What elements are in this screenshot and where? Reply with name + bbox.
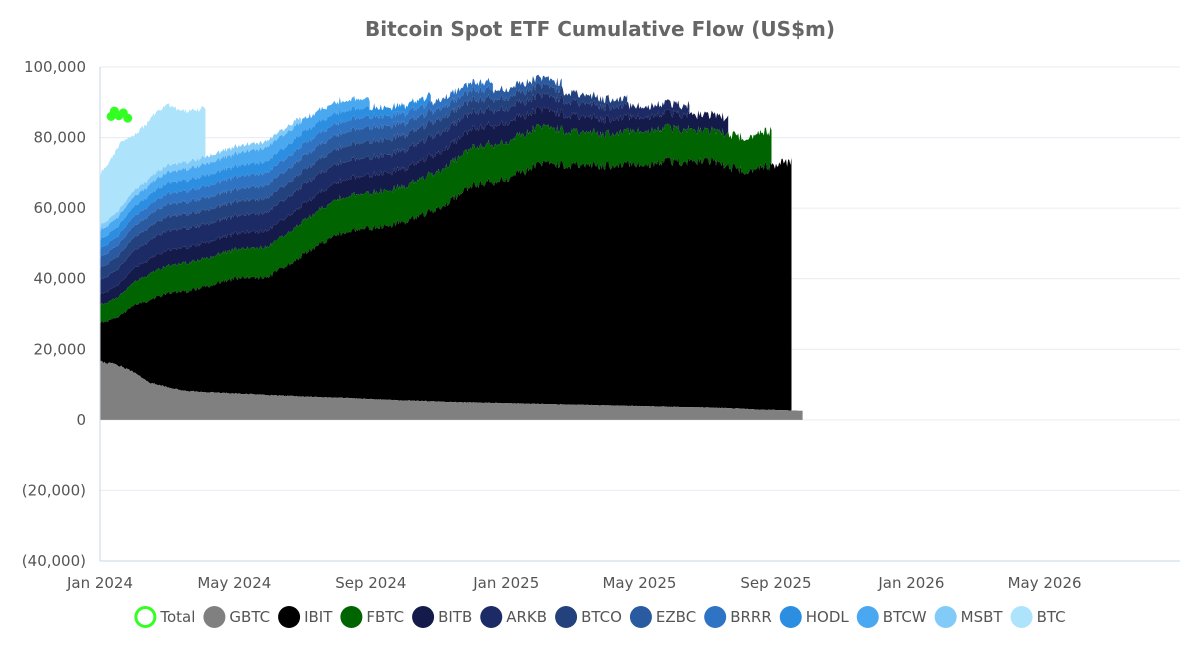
legend-label: FBTC <box>366 608 404 626</box>
legend-label: BRRR <box>730 608 772 626</box>
legend-marker <box>412 606 435 628</box>
x-tick-label: May 2024 <box>197 574 271 592</box>
legend-marker <box>278 606 301 628</box>
legend-item-total[interactable]: Total <box>134 606 196 628</box>
y-tick-label: 40,000 <box>34 270 87 288</box>
legend-item-btcw[interactable]: BTCW <box>856 606 927 628</box>
legend-item-fbtc[interactable]: FBTC <box>340 606 404 628</box>
legend-marker <box>555 606 578 628</box>
area-ezbc <box>100 74 562 270</box>
x-tick-label: Sep 2025 <box>740 574 811 592</box>
legend-marker <box>340 606 363 628</box>
legend-item-brrr[interactable]: BRRR <box>704 606 772 628</box>
area-arkb <box>100 92 690 297</box>
area-gbtc <box>100 360 803 420</box>
legend-item-bitb[interactable]: BITB <box>412 606 472 628</box>
legend-label: GBTC <box>229 608 270 626</box>
legend-marker <box>629 606 652 628</box>
legend-label: BTCW <box>883 608 927 626</box>
x-tick-label: Jan 2025 <box>472 574 539 592</box>
legend-item-hodl[interactable]: HODL <box>779 606 850 628</box>
legend-item-arkb[interactable]: ARKB <box>480 606 547 628</box>
x-tick-label: Jan 2026 <box>877 574 944 592</box>
axes: 100,000 80,000 60,000 40,000 20,000 0 (20,000)… <box>22 58 1180 592</box>
legend-label: MSBT <box>961 608 1004 626</box>
legend-label: BTC <box>1037 608 1066 626</box>
y-tick-label: 0 <box>76 411 86 429</box>
y-tick-label: 80,000 <box>34 129 87 147</box>
legend-item-ezbc[interactable]: EZBC <box>629 606 696 628</box>
legend-item-btco[interactable]: BTCO <box>555 606 622 628</box>
y-tick-label: 100,000 <box>24 58 86 76</box>
chart-title: Bitcoin Spot ETF Cumulative Flow (US$m) <box>365 17 835 41</box>
area-btc <box>100 103 206 228</box>
legend: Total GBTC IBIT FBTC BITB ARKB BTCO EZBC BRRR HOD… <box>134 606 1066 628</box>
total-point <box>123 113 133 123</box>
plot-area <box>100 74 803 420</box>
legend-label: BITB <box>438 608 472 626</box>
x-tick-label: Jan 2024 <box>66 574 133 592</box>
y-tick-label: (20,000) <box>22 481 86 499</box>
legend-marker <box>934 606 957 628</box>
legend-marker <box>779 606 802 628</box>
area-hodl <box>100 92 431 251</box>
y-tick-label: (40,000) <box>22 552 86 570</box>
y-tick-label: 20,000 <box>34 340 87 358</box>
legend-label: HODL <box>806 608 850 626</box>
legend-label: IBIT <box>304 608 333 626</box>
legend-item-msbt[interactable]: MSBT <box>934 606 1004 628</box>
legend-marker <box>203 606 226 628</box>
area-ibit <box>100 156 792 411</box>
area-brrr <box>100 77 493 260</box>
legend-label: ARKB <box>506 608 547 626</box>
legend-label: Total <box>159 608 195 626</box>
legend-marker <box>1010 606 1033 628</box>
legend-item-btc[interactable]: BTC <box>1010 606 1066 628</box>
y-tick-label: 60,000 <box>34 199 87 217</box>
area-msbt <box>100 117 301 234</box>
legend-label: BTCO <box>581 608 622 626</box>
area-fbtc <box>100 123 772 325</box>
area-btcw <box>100 95 370 243</box>
x-tick-label: Sep 2024 <box>335 574 406 592</box>
legend-item-ibit[interactable]: IBIT <box>278 606 333 628</box>
x-tick-label: May 2026 <box>1008 574 1082 592</box>
legend-marker <box>856 606 879 628</box>
legend-marker <box>134 606 157 628</box>
x-tick-label: May 2025 <box>602 574 676 592</box>
legend-item-gbtc[interactable]: GBTC <box>203 606 270 628</box>
legend-label: EZBC <box>656 608 696 626</box>
legend-marker <box>480 606 503 628</box>
legend-marker <box>704 606 727 628</box>
